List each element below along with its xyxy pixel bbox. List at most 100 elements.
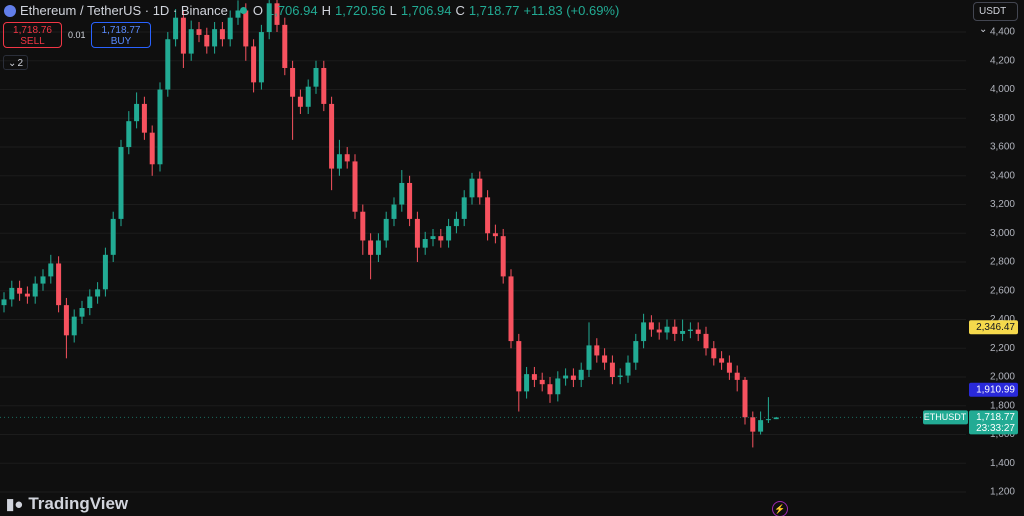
candle-body (625, 362, 631, 376)
h-label: H (321, 3, 331, 18)
y-tick-label: 4,200 (990, 55, 1015, 66)
candle-body (297, 96, 303, 107)
candle-body (48, 263, 54, 277)
candle-body (547, 384, 553, 395)
candle-body (524, 374, 530, 392)
brand-icon: ▮● (6, 496, 24, 513)
y-tick-label: 2,000 (990, 372, 1015, 383)
candle-body (422, 239, 428, 248)
candle-body (219, 29, 225, 40)
candle-body (321, 67, 327, 104)
candle-body (461, 197, 467, 219)
candle-body (126, 121, 132, 148)
change: +11.83 (+0.69%) (523, 3, 620, 18)
candle-body (344, 154, 350, 162)
candle-body (368, 240, 374, 255)
status-dot (239, 7, 247, 14)
candle-body (453, 218, 459, 227)
candle-body (196, 29, 202, 35)
candle-body (399, 182, 405, 205)
candle-body (313, 67, 319, 87)
candle-body (251, 46, 257, 83)
currency-button[interactable]: USDT ⌄ (973, 2, 1018, 35)
o-value: 1,706.94 (266, 3, 318, 18)
y-tick-label: 3,400 (990, 170, 1015, 181)
candle-body (438, 236, 444, 241)
candle-body (485, 197, 491, 234)
candle-body (516, 341, 522, 392)
candle-body (87, 296, 93, 309)
countdown: 23:33:27 (976, 423, 1015, 434)
candle-body (243, 10, 249, 47)
candle-body (719, 358, 725, 363)
candle-body (555, 378, 561, 395)
price-marker (969, 382, 1018, 397)
y-tick-label: 3,600 (990, 142, 1015, 153)
candle-body (1, 299, 7, 306)
quantity[interactable]: 0.01 (68, 30, 86, 40)
sell-button[interactable]: 1,718.76 SELL (3, 22, 62, 48)
candle-body (586, 345, 592, 370)
c-value: 1,718.77 (468, 3, 520, 18)
candle-body (477, 178, 483, 198)
candle-body (274, 3, 280, 25)
candle-body (352, 161, 358, 212)
candle-body (641, 322, 647, 342)
candle-body (24, 293, 30, 297)
candle-body (765, 419, 771, 421)
c-label: C (455, 3, 465, 18)
candle-body (758, 420, 764, 432)
y-tick-label: 4,000 (990, 84, 1015, 95)
bolt-button[interactable]: ⚡ (772, 501, 788, 516)
y-tick-label: 2,600 (990, 285, 1015, 296)
candle-body (165, 39, 171, 90)
candle-body (290, 67, 296, 97)
candle-body (508, 276, 514, 342)
brand[interactable]: ▮● TradingView (6, 494, 128, 514)
candle-body (180, 17, 186, 54)
candle-body (711, 348, 717, 359)
candle-body (329, 103, 335, 169)
candle-body (492, 233, 498, 237)
candle-body (134, 103, 140, 122)
symbol[interactable]: Ethereum / TetherUS · 1D · Binance (20, 3, 228, 18)
candle-body (375, 240, 381, 255)
layers-toggle[interactable]: ⌄ 2 (3, 55, 28, 70)
candle-body (617, 375, 623, 378)
candle-body (336, 154, 342, 169)
candle-body (430, 236, 436, 240)
symbol-icon (4, 4, 16, 17)
price-marker (969, 320, 1018, 335)
candle-body (742, 379, 748, 418)
candle-body (539, 379, 545, 385)
candle-body (63, 305, 69, 336)
candle-body (32, 283, 38, 297)
candle-body (531, 374, 537, 380)
candle-body (305, 86, 311, 107)
sell-label: SELL (20, 36, 45, 47)
candle-body (570, 375, 576, 380)
candle-body (266, 3, 272, 33)
buy-price: 1,718.77 (101, 25, 141, 36)
l-value: 1,706.94 (400, 3, 452, 18)
candle-body (648, 322, 654, 330)
y-tick-label: 1,600 (990, 429, 1015, 440)
buy-button[interactable]: 1,718.77 BUY (91, 22, 151, 48)
candle-body (258, 32, 264, 83)
candle-body (664, 326, 670, 333)
candle-body (141, 103, 147, 133)
candle-body (726, 362, 732, 373)
last-price-tag (969, 410, 1018, 435)
candle-body (656, 329, 662, 333)
candle-body (602, 355, 608, 363)
y-tick-label: 2,400 (990, 314, 1015, 325)
currency: USDT (979, 6, 1007, 17)
candle-body (79, 308, 85, 317)
buy-label: BUY (110, 36, 132, 47)
candle-body (391, 204, 397, 219)
candle-body (383, 218, 389, 241)
candle-body (40, 276, 46, 284)
sell-price: 1,718.76 (13, 25, 52, 36)
y-tick-label: 3,200 (990, 199, 1015, 210)
